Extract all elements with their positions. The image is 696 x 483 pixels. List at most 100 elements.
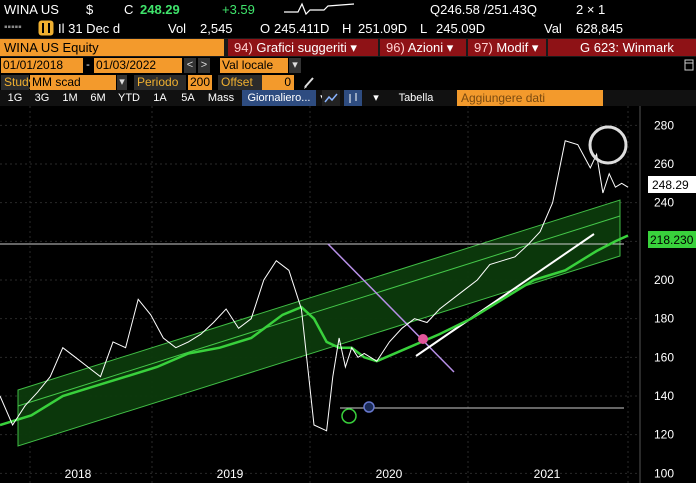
study-row: Study MM scad ▾ Periodo 200 Offset 0 xyxy=(0,74,696,90)
x-axis: 2018 2019 2020 2021 xyxy=(65,467,561,481)
x-tick-label: 2020 xyxy=(376,467,403,481)
date-row: 01/01/2018 - 01/03/2022 < > Val locale ▾ xyxy=(0,57,696,74)
bar-chart-icon[interactable] xyxy=(344,90,362,106)
ma-value-label: 218.230 xyxy=(650,233,694,247)
tab-5y[interactable]: 5A xyxy=(181,92,195,104)
x-tick-label: 2019 xyxy=(217,467,244,481)
cross-marker xyxy=(418,334,428,344)
end-date-input[interactable]: 01/03/2022 xyxy=(94,58,182,73)
y-tick-label: 100 xyxy=(654,466,674,480)
bid-ask-size: 2 × 1 xyxy=(576,2,606,17)
title-bar: WINA US Equity 94) Grafici suggeriti ▾ 9… xyxy=(0,38,696,57)
currency-dropdown-icon[interactable]: ▾ xyxy=(289,58,301,73)
menu-label: Azioni xyxy=(407,40,444,55)
add-data-input[interactable]: Aggiungere dati xyxy=(457,90,603,106)
open-price: 245.411D xyxy=(274,21,330,36)
trend-channel xyxy=(17,199,621,447)
offset-label: Offset xyxy=(218,75,262,90)
quote-date: Il 31 Dec d xyxy=(58,21,121,36)
falling-trendline xyxy=(327,243,455,373)
sparkline-icon xyxy=(284,0,356,21)
next-arrow-icon[interactable]: > xyxy=(198,58,210,73)
signal-dots-icon: ▪▪▪▪▪ xyxy=(4,22,22,33)
price-line xyxy=(0,140,629,432)
study-dropdown-icon[interactable]: ▾ xyxy=(117,75,127,90)
last-price: 248.29 xyxy=(140,2,180,17)
y-tick-label: 240 xyxy=(654,196,674,210)
edit-menu[interactable]: 97) Modif ▾ xyxy=(468,39,546,56)
y-tick-label: 260 xyxy=(654,157,674,171)
last-price-tag: 248.29 xyxy=(648,176,696,193)
tab-1y[interactable]: 1A xyxy=(153,92,167,104)
dropdown-arrow-icon: ▾ xyxy=(531,40,539,55)
suggested-charts-menu[interactable]: 94) Grafici suggeriti ▾ xyxy=(228,39,378,56)
traded-value: 628,845 xyxy=(576,21,623,36)
x-tick-label: 2018 xyxy=(65,467,92,481)
market-icon xyxy=(38,20,54,39)
currency-select[interactable]: Val locale xyxy=(220,58,288,73)
status-bar: ▪▪▪▪▪ Il 31 Dec d Vol 2,545 O 245.411D H… xyxy=(0,20,696,38)
peak-marker xyxy=(588,125,628,165)
menu-label: Grafici suggeriti xyxy=(256,40,347,55)
expand-icon[interactable] xyxy=(684,59,694,71)
security-field[interactable]: WINA US Equity xyxy=(0,39,224,56)
tab-max[interactable]: Mass xyxy=(207,92,235,104)
moving-average-line xyxy=(0,234,629,427)
price-chart[interactable]: 100120140160180200220240260280 201820192… xyxy=(0,106,696,483)
actions-menu[interactable]: 96) Azioni ▾ xyxy=(380,39,466,56)
tab-6m[interactable]: 6M xyxy=(90,92,106,104)
tab-1d[interactable]: 1G xyxy=(7,92,23,104)
start-date-input[interactable]: 01/01/2018 xyxy=(1,58,83,73)
open-label: O xyxy=(260,21,271,36)
study-label: Study xyxy=(1,75,35,90)
low-label: L xyxy=(420,21,428,36)
volume: 2,545 xyxy=(200,21,233,36)
period-input[interactable]: 200 xyxy=(188,75,212,90)
currency: $ xyxy=(86,2,94,17)
val-label: Val xyxy=(544,21,562,36)
offset-input[interactable]: 0 xyxy=(262,75,294,90)
ticker: WINA US xyxy=(4,2,59,17)
low-marker-blue xyxy=(363,401,375,413)
tab-3d[interactable]: 3G xyxy=(34,92,50,104)
menu-label: Modif xyxy=(496,40,529,55)
function-title: G 623: Winmark xyxy=(548,39,696,56)
range-tabs: 1G 3G 1M 6M YTD 1A 5A Mass Giornaliero..… xyxy=(0,90,696,106)
tab-daily[interactable]: Giornaliero... xyxy=(242,90,316,106)
period-label: Periodo xyxy=(134,75,186,90)
last-price-label: 248.29 xyxy=(652,178,689,192)
ma-tag: 218.230 xyxy=(648,231,696,248)
rising-trendline xyxy=(415,233,595,357)
menu-number: 96) xyxy=(386,40,405,55)
y-tick-label: 120 xyxy=(654,428,674,442)
high-price: 251.09D xyxy=(358,21,408,36)
y-tick-label: 180 xyxy=(654,312,674,326)
pencil-icon[interactable] xyxy=(302,74,316,90)
chart-type-dropdown-icon[interactable]: ▾ xyxy=(373,92,379,104)
low-price: 245.09D xyxy=(436,21,486,36)
dropdown-arrow-icon: ▾ xyxy=(446,40,454,55)
menu-number: 97) xyxy=(474,40,493,55)
y-tick-label: 160 xyxy=(654,350,674,364)
tab-1m[interactable]: 1M xyxy=(62,92,78,104)
dropdown-arrow-icon: ▾ xyxy=(350,40,357,55)
price-change: +3.59 xyxy=(222,2,255,17)
date-separator: - xyxy=(84,58,92,73)
y-tick-label: 140 xyxy=(654,389,674,403)
y-tick-label: 280 xyxy=(654,118,674,132)
vol-label: Vol xyxy=(168,21,187,36)
y-tick-label: 200 xyxy=(654,273,674,287)
quote-bar: WINA US $ C 248.29 +3.59 Q246.58 /251.43… xyxy=(0,0,696,20)
menu-number: 94) xyxy=(234,40,253,55)
bid-ask-range: Q246.58 /251.43Q xyxy=(430,2,537,17)
line-chart-icon[interactable] xyxy=(322,90,340,106)
c-label: C xyxy=(124,2,134,17)
study-select[interactable]: MM scad xyxy=(30,75,116,90)
tab-ytd[interactable]: YTD xyxy=(118,92,140,104)
high-label: H xyxy=(342,21,352,36)
low-marker-green xyxy=(341,408,357,424)
x-tick-label: 2021 xyxy=(534,467,561,481)
table-button[interactable]: Tabella xyxy=(398,92,434,104)
y-axis: 100120140160180200220240260280 xyxy=(639,106,674,483)
prev-arrow-icon[interactable]: < xyxy=(184,58,196,73)
